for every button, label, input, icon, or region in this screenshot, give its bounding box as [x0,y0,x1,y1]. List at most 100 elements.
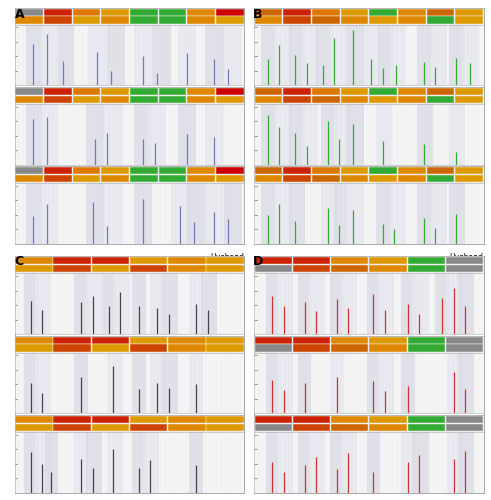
Bar [408,424,445,431]
Bar [188,175,215,182]
Text: C: C [15,255,24,268]
Bar [207,258,244,264]
Bar [134,104,152,164]
Bar [254,424,292,431]
Text: D: D [253,255,263,268]
Bar [44,96,72,103]
Bar [132,432,145,492]
Bar [334,104,351,164]
Bar [364,24,381,86]
Bar [312,167,340,174]
Bar [73,175,100,182]
Bar [283,8,311,16]
Bar [92,265,129,272]
Bar [42,104,58,164]
Bar [54,336,91,344]
Bar [42,24,58,86]
Bar [101,96,129,103]
Bar [130,167,158,174]
Bar [341,167,368,174]
Bar [168,258,206,264]
Bar [101,16,129,24]
Bar [293,416,330,423]
Bar [254,256,484,258]
Bar [216,8,244,16]
Bar [130,416,167,423]
Bar [130,175,158,182]
Bar [378,352,394,413]
Bar [26,104,42,164]
Bar [15,8,43,16]
Bar [408,336,445,344]
Bar [150,352,164,413]
Bar [398,175,426,182]
Bar [207,424,244,431]
Bar [254,265,292,272]
Text: Tumor: Tumor [220,94,244,104]
Bar [369,258,407,264]
Bar [101,8,129,16]
Bar [369,336,407,344]
Bar [369,344,407,352]
Text: Patient: Patient [457,422,484,432]
Bar [331,258,368,264]
Bar [113,274,130,334]
Bar [73,167,100,174]
Text: Husband: Husband [450,253,484,262]
Bar [389,183,406,244]
Bar [15,416,53,423]
Bar [346,183,364,244]
Bar [369,416,407,423]
Bar [431,24,447,86]
Bar [205,183,223,244]
Bar [417,183,433,244]
Bar [254,336,292,344]
Bar [73,16,100,24]
Bar [369,167,397,174]
Bar [178,104,196,164]
Bar [283,88,311,95]
Bar [26,183,42,244]
Bar [130,88,158,95]
Bar [446,336,483,344]
Bar [178,24,196,86]
Bar [104,183,123,244]
Bar [398,96,426,103]
Bar [150,274,164,334]
Bar [455,175,483,182]
Bar [216,175,244,182]
Bar [427,88,455,95]
Bar [293,258,330,264]
Bar [316,24,332,86]
Bar [298,352,311,413]
Bar [171,183,191,244]
Bar [254,167,282,174]
Bar [330,24,346,86]
Bar [312,88,340,95]
Bar [408,258,445,264]
Bar [412,432,429,492]
Bar [207,416,244,423]
Bar [107,352,123,413]
Bar [321,104,337,164]
Bar [130,336,167,344]
Bar [188,96,215,103]
Bar [449,104,465,164]
Bar [216,96,244,103]
Bar [293,424,330,431]
Bar [187,183,205,244]
Bar [216,167,244,174]
Bar [321,183,337,244]
Bar [463,24,479,86]
Bar [254,258,292,264]
Bar [188,8,215,16]
Bar [277,274,293,334]
Bar [15,166,244,167]
Bar [369,16,397,24]
Bar [275,24,291,86]
Bar [331,336,368,344]
Bar [408,344,445,352]
Bar [369,265,407,272]
Bar [376,104,392,164]
Bar [341,8,368,16]
